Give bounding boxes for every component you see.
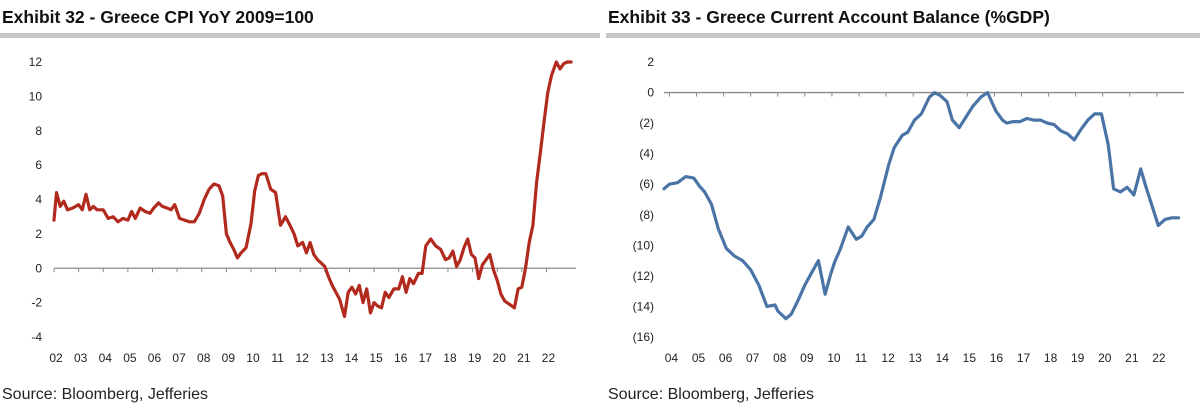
x-tick-label: 19 [468,351,482,365]
chart-title: Exhibit 32 - Greece CPI YoY 2009=100 [2,7,314,27]
x-tick-label: 10 [827,351,841,365]
x-tick-label: 08 [197,351,211,365]
x-tick-label: 13 [908,351,922,365]
x-tick-label: 10 [246,351,260,365]
y-tick-label: (16) [633,330,654,344]
x-tick-label: 07 [746,351,760,365]
x-tick-label: 04 [665,351,679,365]
x-tick-label: 05 [692,351,706,365]
y-tick-label: (6) [639,177,654,191]
y-tick-label: -4 [31,330,42,344]
series-line [662,90,1181,321]
current-account-line-chart: 20(2)(4)(6)(8)(10)(12)(14)(16)04 05 06 07 08… [633,55,1184,365]
y-tick-label: 8 [35,124,42,138]
y-tick-label: (8) [639,208,654,222]
x-tick-label: 04 [99,351,113,365]
x-tick-label: 20 [493,351,507,365]
x-tick-label: 22 [542,351,556,365]
exhibit-32-panel: Exhibit 32 - Greece CPI YoY 2009=100 12 1… [0,7,600,403]
x-tick-label: 17 [419,351,433,365]
x-tick-label: 05 [123,351,137,365]
y-tick-label: (12) [633,269,654,283]
source-note: Source: Bloomberg, Jefferies [608,386,815,403]
x-tick-label: 13 [320,351,334,365]
y-tick-label: (14) [633,299,654,313]
x-tick-label: 11 [271,351,284,365]
y-tick-label: -2 [31,296,42,310]
x-tick-label: 18 [1044,351,1058,365]
chart-title: Exhibit 33 - Greece Current Account Bala… [608,7,1050,27]
y-tick-label: 4 [35,193,42,207]
exhibit-33-panel: Exhibit 33 - Greece Current Account Bala… [606,0,1200,416]
x-tick-label: 21 [517,351,531,365]
x-tick-label: 16 [394,351,408,365]
y-tick-label: (10) [633,238,654,252]
x-tick-label: 14 [936,351,950,365]
x-tick-label: 12 [296,351,310,365]
x-tick-label: 16 [990,351,1004,365]
y-tick-label: 2 [647,55,654,69]
x-tick-label: 15 [963,351,977,365]
x-tick-label: 09 [222,351,236,365]
title-divider [0,33,600,38]
x-tick-label: 11 [855,351,868,365]
y-tick-label: 0 [647,86,654,100]
x-tick-label: 06 [719,351,733,365]
source-note: Source: Bloomberg, Jefferies [2,386,209,403]
y-tick-label: (2) [639,116,654,130]
series-line [52,60,573,318]
x-tick-label: 18 [443,351,457,365]
x-tick-label: 15 [369,351,383,365]
x-tick-label: 17 [1017,351,1031,365]
y-tick-label: 12 [29,55,43,69]
x-tick-label: 19 [1071,351,1085,365]
y-tick-label: 6 [35,158,42,172]
x-tick-label: 14 [345,351,359,365]
x-tick-label: 06 [148,351,162,365]
x-tick-label: 08 [773,351,787,365]
x-tick-label: 20 [1098,351,1112,365]
x-tick-label: 02 [49,351,63,365]
x-tick-label: 12 [881,351,895,365]
x-tick-label: 07 [172,351,186,365]
x-tick-label: 09 [800,351,814,365]
x-tick-label: 03 [74,351,88,365]
y-tick-label: 0 [35,261,42,275]
y-tick-label: (4) [639,147,654,161]
y-tick-label: 10 [29,89,43,103]
y-tick-label: 2 [35,227,42,241]
x-tick-label: 21 [1125,351,1139,365]
x-tick-label: 22 [1152,351,1166,365]
title-divider [606,33,1200,38]
